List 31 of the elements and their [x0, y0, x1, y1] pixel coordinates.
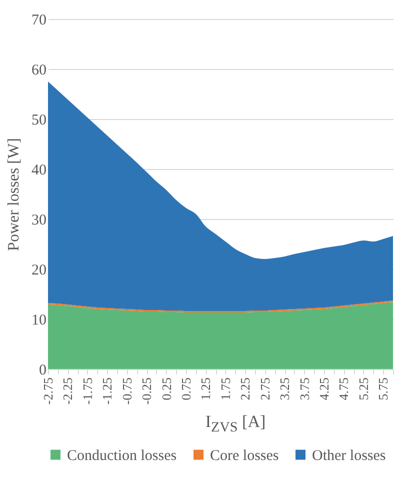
y-tick-label: 70: [32, 12, 46, 28]
y-tick-label: 0: [39, 362, 46, 378]
x-tick-label: 1.25: [198, 378, 214, 400]
x-axis-title: I$_{ZVS}$ [A]: [204, 412, 267, 436]
x-tick-label: -2.25: [60, 378, 76, 405]
x-tick-label: -0.75: [119, 378, 134, 405]
y-tick-label: 30: [32, 212, 46, 228]
x-tick-label: 0.75: [178, 378, 194, 400]
y-tick-label: 10: [32, 312, 46, 328]
x-tick-label: -1.75: [80, 378, 95, 405]
y-tick-label: 20: [32, 262, 46, 278]
x-tick-label: 4.75: [336, 378, 352, 400]
x-tick-label: 1.75: [218, 378, 233, 400]
x-tick-label: 3.25: [277, 378, 292, 400]
y-tick-label: 60: [32, 62, 46, 78]
x-tick-label: 4.25: [316, 378, 332, 400]
x-tick-label: 0.25: [158, 378, 174, 400]
legend-label: Conduction losses: [67, 448, 177, 464]
y-tick-label: 50: [32, 112, 46, 128]
x-tick-label: 3.75: [296, 378, 312, 400]
x-tick-label: -2.75: [40, 378, 56, 405]
x-tick-label: -1.25: [100, 378, 115, 405]
x-tick-label: -0.25: [139, 378, 154, 405]
x-tick-label: 2.25: [238, 378, 253, 400]
y-axis-title: Power losses [W]: [6, 138, 22, 251]
x-tick-label: 5.25: [356, 378, 371, 400]
legend-label: Core losses: [210, 448, 279, 464]
legend-label: Other losses: [312, 448, 386, 464]
x-tick-label: 2.75: [257, 378, 272, 400]
x-tick-label: 5.75: [376, 378, 391, 400]
y-tick-label: 40: [32, 162, 46, 178]
